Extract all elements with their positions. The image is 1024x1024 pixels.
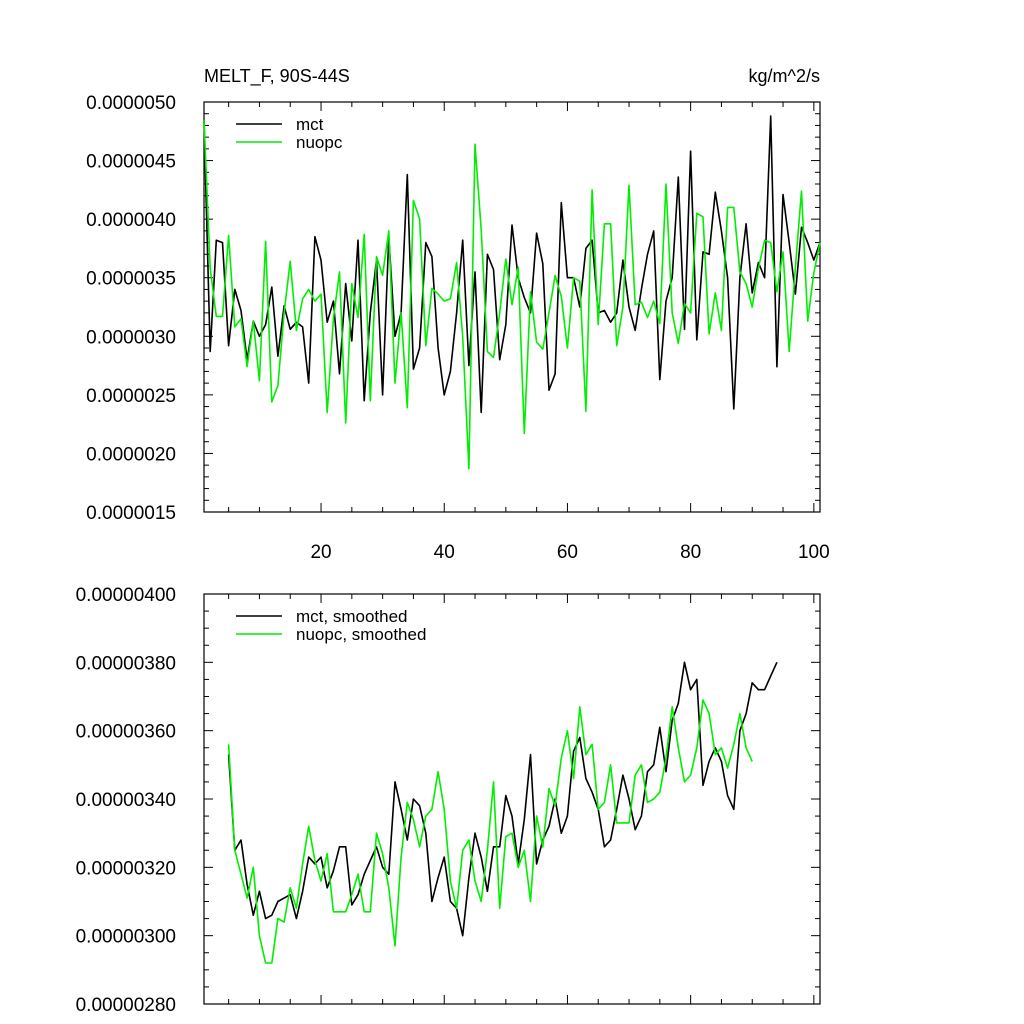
top-chart-title: MELT_F, 90S-44S [204, 66, 350, 87]
top-series-group [203, 115, 821, 470]
bottom-legend-mct-label: mct, smoothed [296, 607, 408, 626]
bottom-panel: 0.00000280 0.00000300 0.00000320 0.00000340… [76, 585, 821, 1016]
top-plot-frame [203, 101, 821, 513]
top-y-tick-label: 0.0000045 [86, 152, 176, 173]
bottom-series-group [227, 661, 778, 964]
top-y-tick-label: 0.0000030 [86, 327, 176, 348]
top-y-tick-label: 0.0000050 [86, 93, 176, 114]
top-legend-mct-label: mct [296, 115, 324, 134]
top-panel: MELT_F, 90S-44S kg/m^2/s 0.00000150.0000… [86, 66, 830, 563]
top-axis-ticks [204, 101, 820, 513]
bottom-plot-frame [203, 593, 821, 1005]
top-series-line-mct [203, 115, 821, 414]
bottom-series-line-mct [227, 661, 778, 937]
bottom-y-tick-label: 0.00000380 [76, 653, 176, 674]
bottom-y-tick-label: 0.00000400 [76, 585, 176, 606]
bottom-y-tick-labels: 0.00000280 0.00000300 0.00000320 0.00000340… [76, 585, 176, 1016]
top-x-tick-label: 40 [434, 542, 455, 563]
top-x-tick-label: 100 [798, 542, 830, 563]
top-legend: mct nuopc [236, 115, 343, 152]
top-x-tick-labels: 20 40 60 80 100 [310, 542, 829, 563]
bottom-series-line-nuopc [227, 699, 753, 964]
bottom-legend-nuopc-label: nuopc, smoothed [296, 625, 426, 644]
top-chart-units: kg/m^2/s [749, 66, 820, 86]
top-x-tick-label: 80 [680, 542, 701, 563]
bottom-y-tick-label: 0.00000280 [76, 995, 176, 1016]
top-legend-nuopc-label: nuopc [296, 133, 343, 152]
bottom-y-tick-label: 0.00000320 [76, 858, 176, 879]
bottom-y-tick-label: 0.00000340 [76, 790, 176, 811]
bottom-y-tick-label: 0.00000360 [76, 722, 176, 743]
bottom-axis-ticks [204, 593, 820, 1005]
top-x-tick-label: 20 [310, 542, 331, 563]
top-y-tick-label: 0.0000035 [86, 269, 176, 290]
top-y-tick-label: 0.0000040 [86, 210, 176, 231]
bottom-y-tick-label: 0.00000300 [76, 927, 176, 948]
top-x-tick-label: 60 [557, 542, 578, 563]
bottom-legend: mct, smoothed nuopc, smoothed [236, 607, 426, 644]
top-y-tick-label: 0.0000020 [86, 444, 176, 465]
top-y-tick-label: 0.0000025 [86, 386, 176, 407]
top-series-line-nuopc [203, 119, 821, 470]
top-y-tick-labels: 0.0000015 0.0000020 0.0000025 0.0000030 0.00… [86, 93, 176, 524]
top-y-tick-label: 0.0000015 [86, 503, 176, 524]
